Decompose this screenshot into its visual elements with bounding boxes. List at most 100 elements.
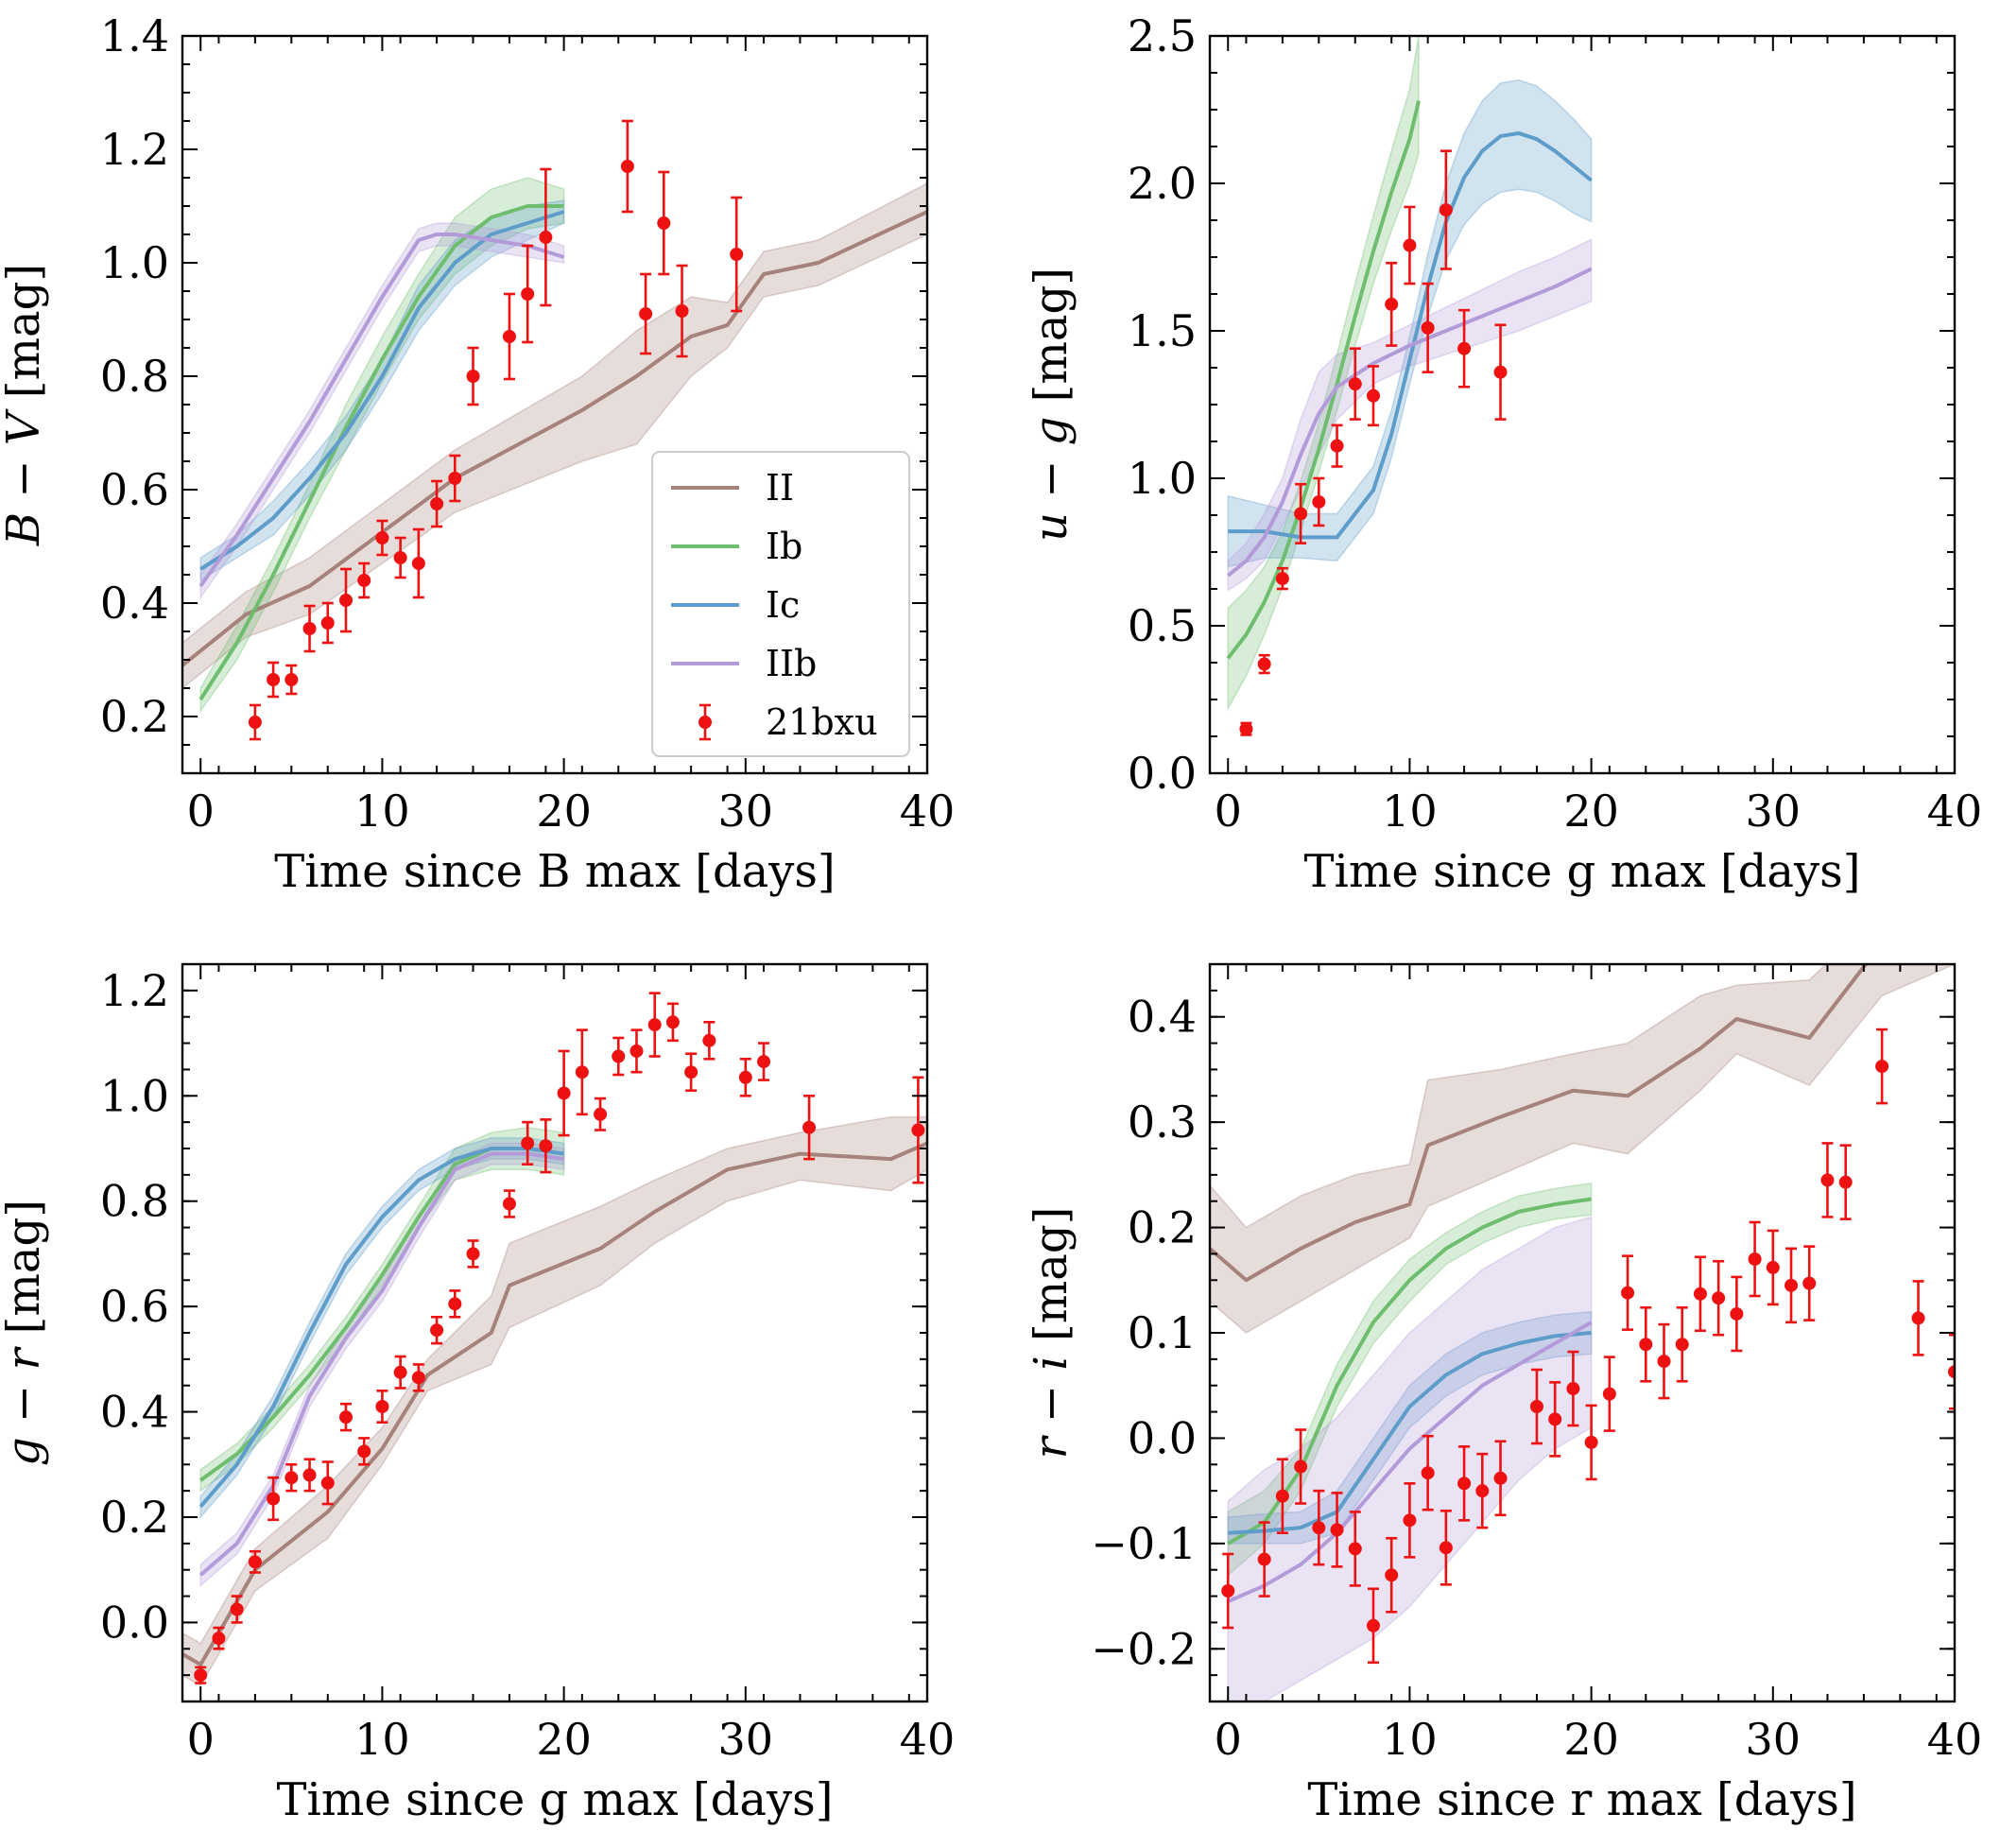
y-tick-label: 0.0 [100,1597,169,1648]
data-point [1366,1587,1380,1665]
point-marker [675,304,689,318]
data-point [1275,1458,1289,1535]
y-tick-label: 0.0 [1128,1412,1197,1463]
x-tick-label: 10 [354,1714,410,1765]
data-point [1457,308,1472,389]
point-marker [1385,297,1399,311]
data-point [466,346,480,406]
data-point [1330,1492,1344,1568]
data-point [612,1036,626,1077]
band-ic [199,199,565,582]
x-tick-label: 10 [1382,786,1438,837]
band-ii [1210,964,1955,1334]
point-marker [1784,1278,1799,1292]
data-point [320,1460,335,1506]
data-point [411,527,425,599]
data-point [430,479,444,528]
point-marker [1275,572,1289,586]
data-point [1875,1028,1889,1105]
data-point [657,170,671,276]
legend-box [651,451,910,757]
point-marker [1838,1175,1853,1189]
line-ib [1227,1197,1592,1546]
legend-swatch [698,716,712,729]
data-point [1566,1350,1580,1427]
y-axis-label: r − i [mag] [1025,1207,1078,1459]
data-point [1275,566,1289,591]
point-marker [1221,1584,1235,1598]
point-marker [657,216,671,230]
point-marker [357,574,371,587]
panel-r-minus-i: 0 10 20 30 40 −0.2 −0.1 0.0 0.1 0.2 0.3 0.4 Time sin… [1025,962,1982,1826]
data-point [521,1120,535,1166]
line-ii [1210,964,1869,1283]
legend-entry-ic: Ic [671,584,800,626]
line-ii [182,1141,927,1667]
y-tick-label: 0.4 [1128,992,1197,1043]
data-point [248,1549,262,1574]
y-axis-label-part: [mag] [1025,268,1078,417]
x-tick-label: 30 [1746,786,1802,837]
point-marker [665,1015,680,1029]
data-point [1548,1381,1562,1458]
y-tick-label: 2.0 [1128,158,1197,209]
data-point [1838,1144,1853,1220]
y-tick-label: 0.6 [100,1281,169,1332]
point-marker [302,1468,317,1482]
y-axis-label-part: g [1025,417,1078,446]
ticks [181,963,928,1701]
data-point [1257,1521,1271,1598]
band-ic [1227,79,1593,568]
x-tick-label: 30 [718,1714,774,1765]
point-marker [738,1070,752,1084]
line-iib [198,1151,564,1577]
point-marker [1566,1382,1580,1396]
data-point [448,1289,462,1319]
data-point [1312,476,1326,527]
point-marker [430,497,444,510]
y-axis-label-part: r [1025,1434,1078,1459]
data-point [1421,1434,1435,1511]
point-marker [1421,1466,1435,1480]
data-point [212,1626,226,1650]
data-point [1712,1259,1726,1337]
point-marker [375,1400,389,1413]
point-marker [1330,1523,1344,1537]
point-marker [1385,1568,1399,1582]
data-point [411,1363,425,1392]
data-point [1403,205,1417,285]
point-marker [684,1065,698,1079]
point-marker [1239,722,1253,736]
line-ii [182,210,927,667]
line-ib [1226,100,1421,660]
data-point [375,519,389,557]
data-point [521,244,535,344]
y-axis-label-part: − [0,1371,50,1438]
y-tick-label: 1.0 [100,237,169,288]
x-tick-label: 30 [718,786,774,837]
point-marker [430,1323,444,1338]
point-marker [1275,1489,1289,1503]
point-marker [284,673,299,686]
data-point [393,1355,407,1390]
point-marker [1366,389,1380,403]
y-axis-label-part: − [1025,445,1078,512]
point-marker [502,330,516,343]
panel-u-minus-g: 0 10 20 30 40 0.0 0.5 1.0 1.5 2.0 2.5 Time since g … [1025,10,1982,898]
x-tick-label: 20 [1563,786,1619,837]
data-point [1621,1254,1635,1331]
data-point [594,1097,608,1131]
point-marker [1257,657,1271,671]
y-axis-label-part: i [1025,1356,1078,1370]
data-point [194,1666,208,1684]
x-axis-label: Time since g max [days] [1304,845,1861,898]
data-point [284,664,299,696]
x-tick-label: 0 [187,1714,215,1765]
point-marker [338,1410,353,1425]
point-marker [466,1247,480,1261]
data-point [557,1049,571,1137]
point-marker [1621,1286,1635,1300]
y-tick-label: 0.4 [100,578,169,629]
legend-label: II [766,467,794,509]
